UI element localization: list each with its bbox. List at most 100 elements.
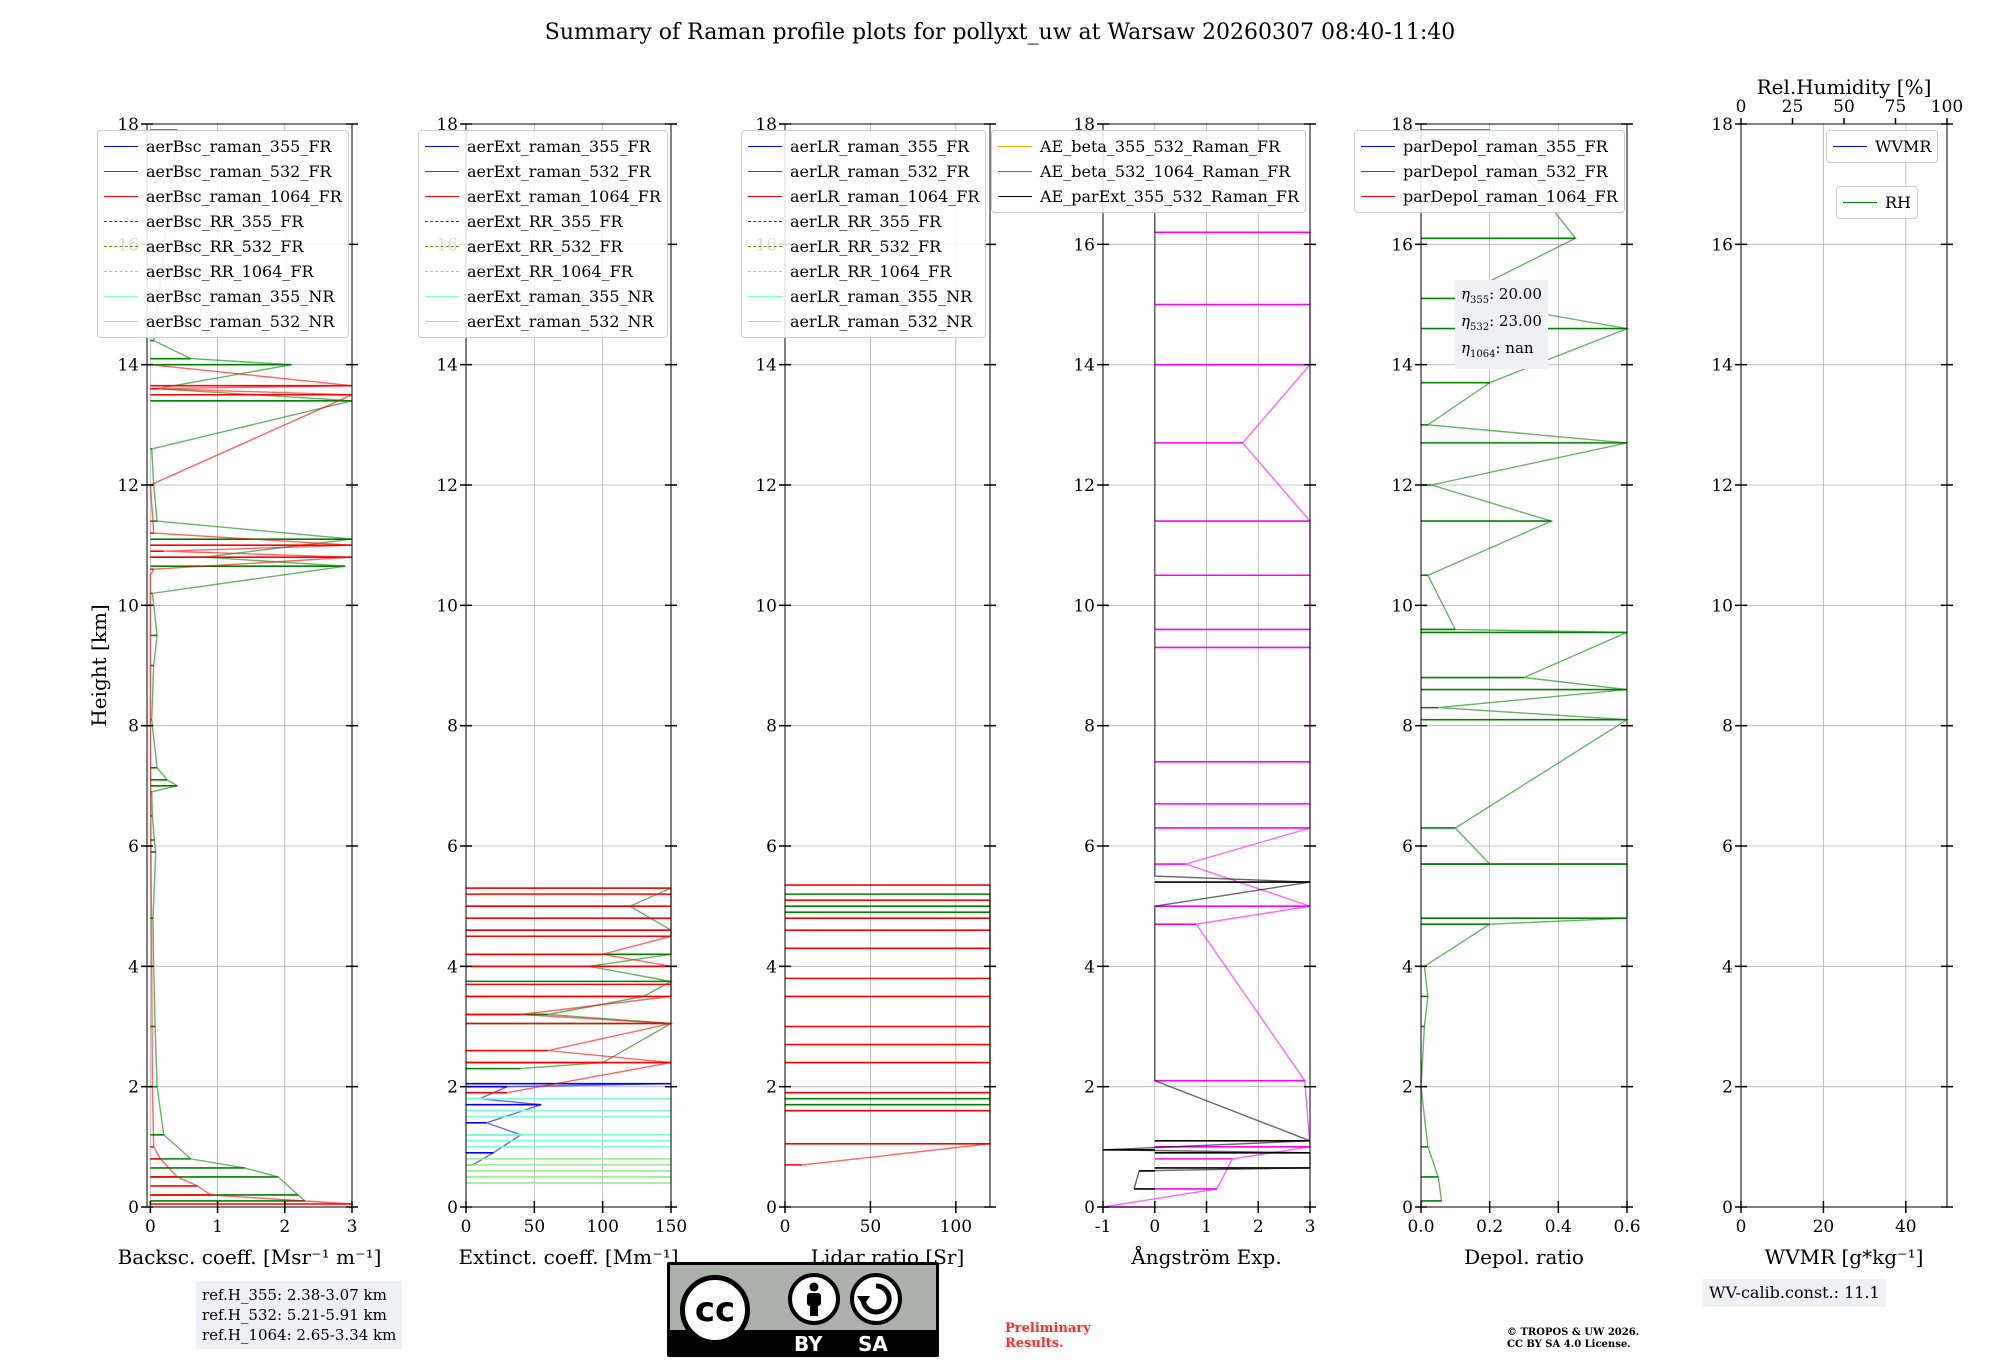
legend-swatch <box>425 246 459 247</box>
ref-h-1064: ref.H_1064: 2.65-3.34 km <box>202 1326 397 1344</box>
legend-swatch <box>998 196 1032 197</box>
series-line <box>802 885 991 1166</box>
legend-entry: AE_parExt_355_532_Raman_FR <box>998 184 1299 209</box>
axes-frame <box>146 123 353 1208</box>
legend-entry: aerLR_raman_1064_FR <box>748 184 979 209</box>
preliminary-line-2: Results. <box>1005 1336 1064 1351</box>
legend-swatch <box>1361 146 1395 147</box>
axes-frame <box>784 123 991 1208</box>
legend-swatch <box>1361 196 1395 197</box>
legend-label: aerLR_RR_355_FR <box>790 212 942 231</box>
x-axis-label: Extinct. coeff. [Mm⁻¹] <box>458 1245 678 1269</box>
series-AE_parExt_355_532_Raman_FR <box>1102 184 1311 1190</box>
tick-label-y: 8 <box>1402 717 1413 737</box>
series-aerExt_raman_532_FR <box>466 887 674 1070</box>
tick-label-y: 12 <box>117 476 139 496</box>
tick-label-y: 14 <box>1711 356 1733 376</box>
by-label: BY <box>794 1332 823 1356</box>
legend-swatch <box>998 146 1032 147</box>
tick-label-x: 0 <box>461 1217 472 1237</box>
tick-label-y: 0 <box>128 1198 139 1218</box>
legend-entry: aerLR_RR_355_FR <box>748 209 979 234</box>
legend-label: aerLR_RR_532_FR <box>790 237 942 256</box>
cc-badge-top: cc <box>670 1265 936 1345</box>
legend-entry: aerLR_RR_532_FR <box>748 234 979 259</box>
legend-swatch <box>104 196 138 197</box>
series-line <box>520 887 674 1070</box>
eta-532-value: 23.00 <box>1498 312 1542 330</box>
tick-label-y: 14 <box>117 356 139 376</box>
legend-swatch <box>425 171 459 172</box>
legend-label: aerLR_raman_532_FR <box>790 162 970 181</box>
legend-entry: parDepol_raman_355_FR <box>1361 134 1618 159</box>
tick-label-y: 6 <box>766 837 777 857</box>
tick-label-y: 2 <box>1402 1078 1413 1098</box>
tick-label-y: 8 <box>1084 717 1095 737</box>
legend-label: aerLR_raman_355_NR <box>790 287 973 306</box>
tick-label-x: 0 <box>145 1217 156 1237</box>
figure-title: Summary of Raman profile plots for polly… <box>544 20 1456 45</box>
tick-label-x: 20 <box>1813 1217 1835 1237</box>
legend-entry: AE_beta_532_1064_Raman_FR <box>998 159 1299 184</box>
legend-label: aerExt_raman_1064_FR <box>467 187 661 206</box>
legend-label: AE_beta_532_1064_Raman_FR <box>1040 162 1291 181</box>
tick-label-y: 6 <box>1402 837 1413 857</box>
reference-heights-box: ref.H_355: 2.38-3.07 km ref.H_532: 5.21-… <box>196 1281 403 1349</box>
tick-label-y: 12 <box>1711 476 1733 496</box>
tick-label-x: 100 <box>586 1217 618 1237</box>
tick-label-y: 0 <box>1084 1198 1095 1218</box>
tick-label-y: 0 <box>447 1198 458 1218</box>
tick-label-x: 100 <box>940 1217 972 1237</box>
tick-label-x: 0 <box>780 1217 791 1237</box>
tick-label-y: 8 <box>447 717 458 737</box>
tick-label-y: 6 <box>1084 837 1095 857</box>
tick-label-y: 6 <box>128 837 139 857</box>
tick-label-y: 10 <box>117 596 139 616</box>
tick-label-y: 6 <box>447 837 458 857</box>
legend-label: aerBsc_raman_355_FR <box>146 137 332 156</box>
tick-label-y: 4 <box>447 957 458 977</box>
legend-wvmr: WVMR <box>1826 130 1939 163</box>
sa-label: SA <box>858 1332 888 1356</box>
person-icon <box>807 1282 821 1316</box>
legend-entry: WVMR <box>1833 134 1931 159</box>
legend-entry: aerLR_raman_355_FR <box>748 134 979 159</box>
tick-label-y: 12 <box>436 476 458 496</box>
series-line <box>1420 129 1630 1202</box>
tick-label-y: 0 <box>1402 1198 1413 1218</box>
legend-label: RH <box>1885 193 1911 212</box>
panel-backscatter: 0246810121416180123Backsc. coeff. [Msr⁻¹… <box>87 115 381 1269</box>
tick-label-y: 2 <box>766 1078 777 1098</box>
legend-swatch <box>748 246 782 247</box>
legend-entry: aerExt_raman_532_FR <box>425 159 661 184</box>
legend-swatch <box>425 221 459 222</box>
tick-label-x: -1 <box>1095 1217 1112 1237</box>
legend-label: parDepol_raman_1064_FR <box>1403 187 1618 206</box>
legend-lidar-ratio: aerLR_raman_355_FR aerLR_raman_532_FR aerL… <box>741 130 987 338</box>
tick-label-y: 4 <box>128 957 139 977</box>
series-aerLR_raman_1064_FR <box>785 884 991 1166</box>
legend-label: parDepol_raman_355_FR <box>1403 137 1608 156</box>
legend-label: parDepol_raman_532_FR <box>1403 162 1608 181</box>
legend-swatch <box>104 321 138 322</box>
legend-swatch <box>1361 171 1395 172</box>
legend-swatch <box>425 196 459 197</box>
legend-swatch <box>748 171 782 172</box>
x-axis-label: Backsc. coeff. [Msr⁻¹ m⁻¹] <box>118 1245 382 1269</box>
tick-label-x: 2 <box>279 1217 290 1237</box>
ref-h-532: ref.H_532: 5.21-5.91 km <box>202 1306 387 1324</box>
tick-label-x: 3 <box>1305 1217 1316 1237</box>
legend-entry: aerExt_RR_532_FR <box>425 234 661 259</box>
legend-swatch <box>104 271 138 272</box>
legend-label: AE_beta_355_532_Raman_FR <box>1040 137 1281 156</box>
tick-label-y: 8 <box>128 717 139 737</box>
tick-label-y: 16 <box>1391 235 1413 255</box>
eta-1064-value: nan <box>1505 339 1534 357</box>
tick-label-y: 14 <box>1391 356 1413 376</box>
legend-entry: aerLR_RR_1064_FR <box>748 259 979 284</box>
series-aerLR_raman_532_FR <box>785 893 991 1106</box>
legend-entry: aerBsc_RR_532_FR <box>104 234 342 259</box>
legend-entry: aerExt_RR_1064_FR <box>425 259 661 284</box>
